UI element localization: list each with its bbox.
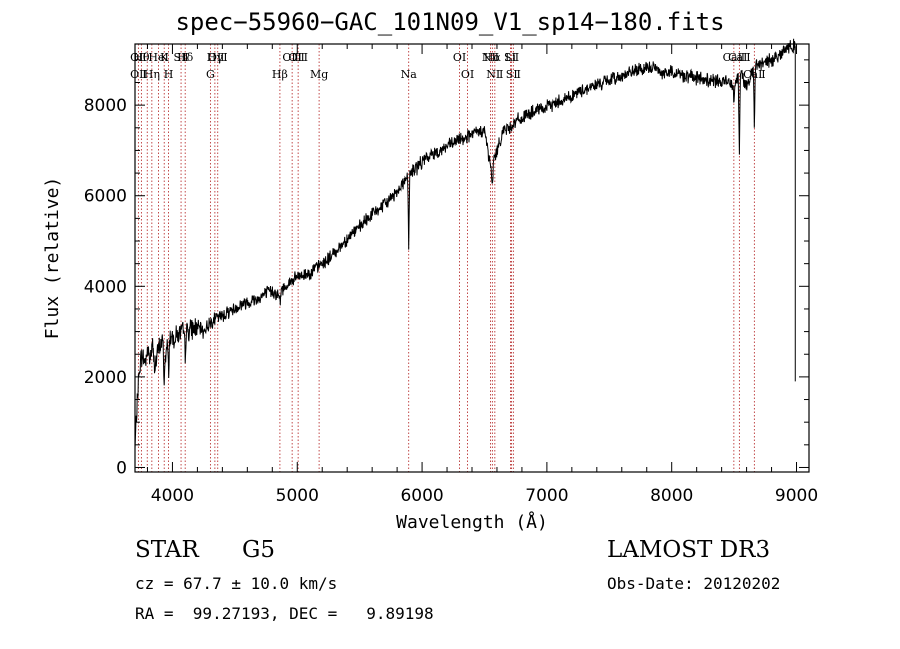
line-marker-label: OI [461,68,474,81]
line-marker-label: Hθ [133,51,150,64]
line-marker-label: SⅡ [506,68,521,81]
line-marker-label: OⅢ [288,51,308,64]
object-subclass: G5 [242,537,276,563]
redshift-cz: cz = 67.7 ± 10.0 km/s [135,574,338,593]
survey-name: LAMOST DR3 [607,537,771,563]
x-tick-label: 6000 [400,486,443,506]
line-marker-label: CaⅡ [743,68,765,81]
line-marker-label: Hη [144,68,160,81]
x-tick-label: 5000 [276,486,319,506]
chart-title: spec−55960−GAC_101N09_V1_sp14−180.fits [175,8,725,36]
observation-date: Obs-Date: 20120202 [607,574,781,593]
line-marker-label: CaⅡ [728,51,750,64]
line-marker-label: Li [505,51,516,64]
line-marker-label: SⅡ [174,51,189,64]
line-marker-label: CaⅡ [723,51,745,64]
x-axis-label: Wavelength (Å) [396,511,548,533]
y-tick-label: 0 [116,458,127,478]
line-marker-label: OⅡ [130,68,147,81]
y-tick-label: 4000 [84,277,127,297]
line-marker-label: SⅡ [504,51,519,64]
y-tick-label: 6000 [84,187,127,207]
line-marker-label: OⅢ [208,51,228,64]
plot-frame [134,43,810,473]
y-axis-label: Flux (relative) [42,177,63,340]
coordinates: RA = 99.27193, DEC = 9.89198 [135,604,434,623]
line-marker-label: G [206,68,215,81]
line-marker-label: Hα [484,51,502,64]
line-marker-label: NⅡ [486,68,503,81]
line-marker-label: Mg [310,68,328,81]
line-marker-label: OI [453,51,466,64]
line-marker-label: Hδ [177,51,194,64]
line-marker-label: Hβ [272,68,288,81]
spectrum-line [134,38,796,449]
x-tick-label: 8000 [650,486,693,506]
x-tick-label: 9000 [775,486,818,506]
line-marker-label: OⅡ [130,51,147,64]
object-class: STAR [135,537,199,563]
line-marker-label: Na [401,68,418,81]
line-marker-label: HeI [148,51,168,64]
y-tick-label: 2000 [84,368,127,388]
y-tick-label: 8000 [84,96,127,116]
x-tick-label: 4000 [151,486,194,506]
line-marker-label: OⅢ [282,51,302,64]
x-tick-label: 7000 [525,486,568,506]
line-marker-label: K [160,51,169,64]
line-marker-label: NⅡ [482,51,499,64]
line-marker-label: Hγ [207,51,224,64]
line-marker-label: H [164,68,174,81]
